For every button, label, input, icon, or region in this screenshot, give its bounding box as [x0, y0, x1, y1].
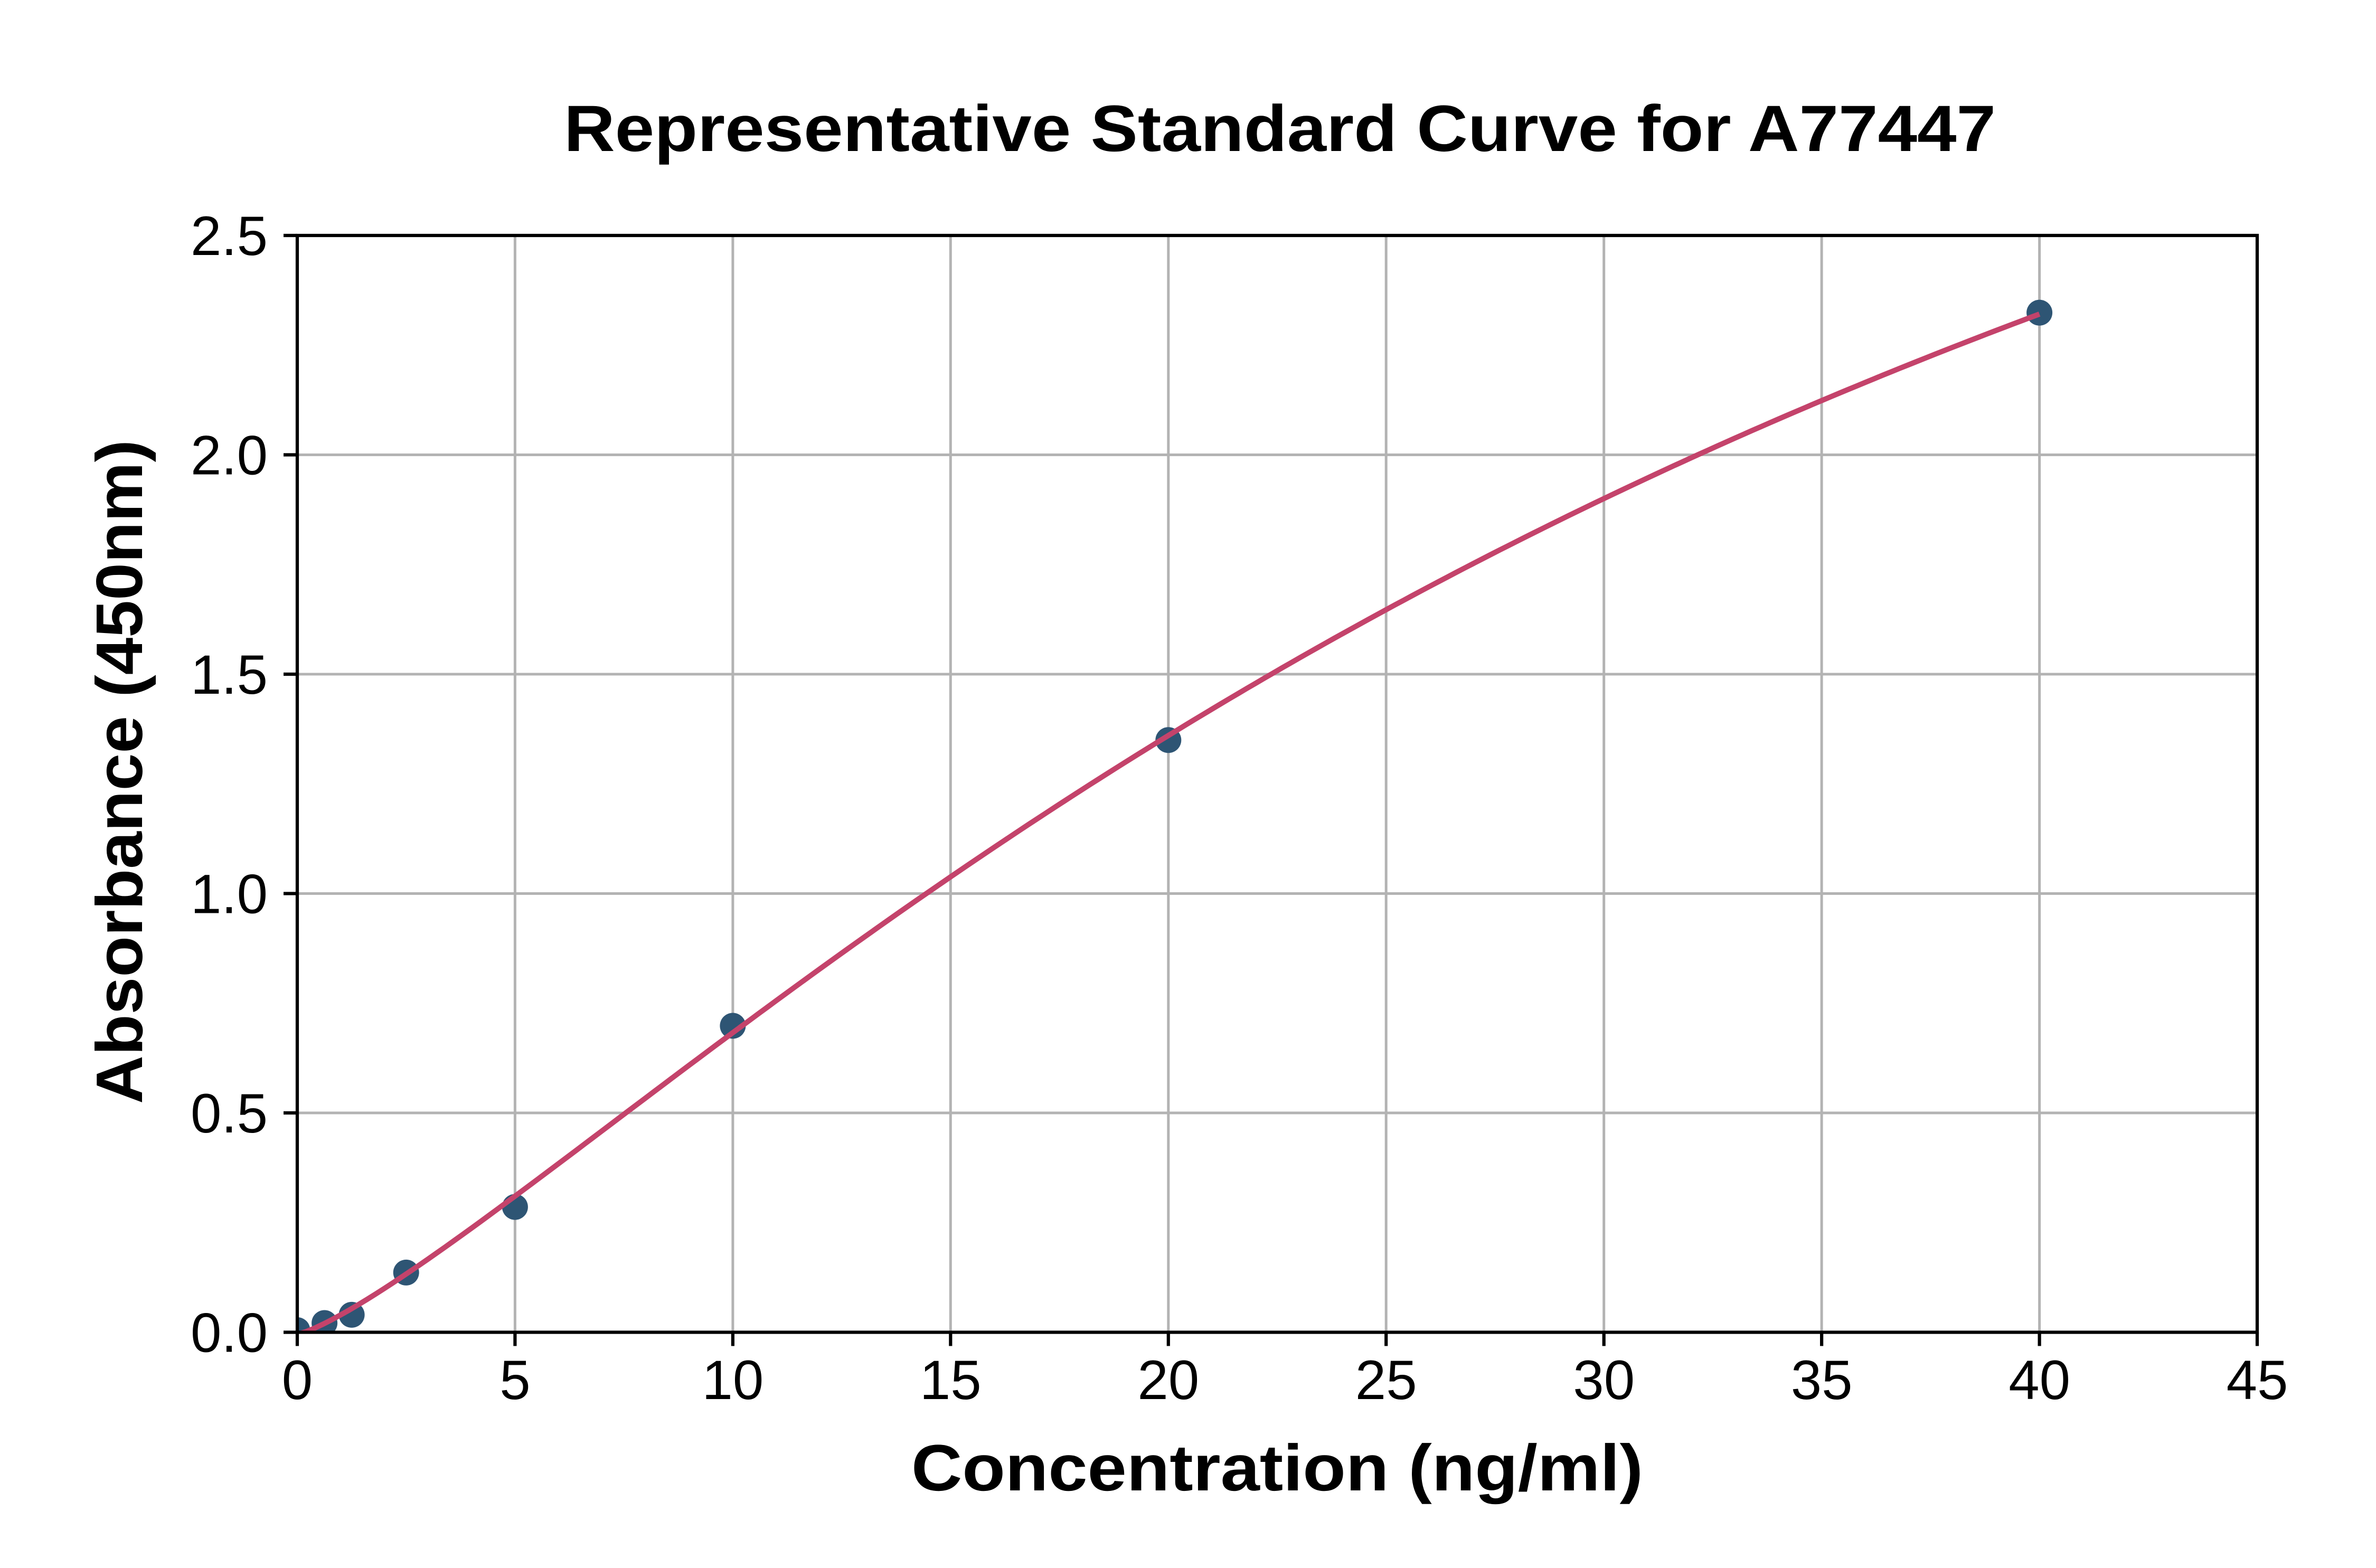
svg-text:10: 10: [702, 1349, 764, 1411]
svg-text:30: 30: [1573, 1349, 1635, 1411]
svg-text:2.5: 2.5: [191, 205, 268, 267]
svg-text:1.0: 1.0: [191, 864, 268, 925]
svg-text:20: 20: [1137, 1349, 1199, 1411]
svg-text:25: 25: [1355, 1349, 1417, 1411]
svg-text:5: 5: [499, 1349, 530, 1411]
svg-text:2.0: 2.0: [191, 425, 268, 487]
svg-text:1.5: 1.5: [191, 644, 268, 706]
svg-text:Representative Standard Curve: Representative Standard Curve for A77447: [564, 92, 1996, 165]
svg-text:Concentration (ng/ml): Concentration (ng/ml): [911, 1432, 1643, 1505]
svg-text:15: 15: [920, 1349, 982, 1411]
svg-text:40: 40: [2009, 1349, 2070, 1411]
svg-text:0.0: 0.0: [191, 1302, 268, 1364]
svg-text:35: 35: [1791, 1349, 1853, 1411]
svg-text:Absorbance (450nm): Absorbance (450nm): [83, 440, 156, 1104]
svg-text:45: 45: [2227, 1349, 2288, 1411]
svg-text:0.5: 0.5: [191, 1083, 268, 1145]
svg-text:0: 0: [282, 1349, 313, 1411]
